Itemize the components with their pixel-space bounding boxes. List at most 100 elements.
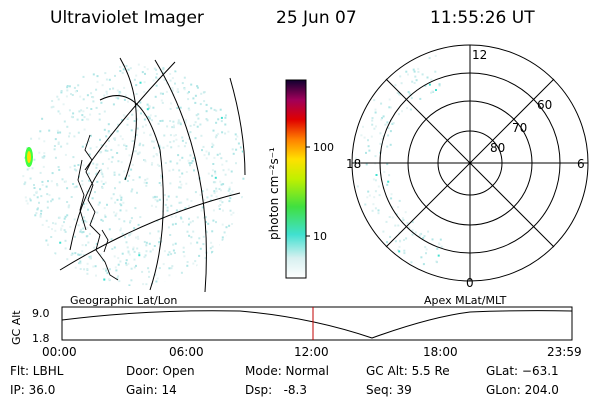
speckle-dot: [181, 172, 184, 175]
speckle-dot: [64, 215, 67, 218]
speckle-dot: [125, 209, 128, 212]
speckle-dot: [66, 85, 69, 87]
polar-speckle-dot: [374, 190, 377, 193]
speckle-dot: [117, 123, 120, 126]
speckle-dot: [92, 100, 95, 103]
speckle-dot: [205, 118, 208, 120]
speckle-dot: [82, 254, 85, 257]
speckle-dot: [219, 152, 221, 155]
speckle-dot: [82, 227, 85, 230]
polar-speckle-dot: [411, 233, 414, 236]
speckle-dot: [50, 180, 53, 183]
speckle-dot: [121, 138, 124, 141]
speckle-dot: [220, 116, 223, 119]
speckle-dot: [133, 227, 136, 230]
speckle-dot: [54, 229, 57, 232]
speckle-dot: [158, 198, 161, 201]
speckle-dot: [110, 160, 113, 163]
speckle-dot: [182, 251, 185, 253]
speckle-dot: [110, 148, 113, 151]
speckle-dot: [143, 256, 146, 259]
speckle-dot: [197, 113, 200, 116]
speckle-dot: [96, 80, 99, 83]
speckle-dot: [66, 89, 69, 92]
speckle-dot: [83, 268, 86, 271]
polar-speckle-dot: [401, 110, 403, 113]
speckle-dot: [24, 181, 27, 184]
speckle-dot: [205, 221, 207, 223]
speckle-dot: [211, 145, 214, 148]
speckle-dot: [81, 114, 84, 117]
speckle-dot: [35, 190, 38, 193]
speckle-dot: [112, 87, 115, 90]
speckle-dot: [159, 120, 162, 122]
speckle-dot: [51, 198, 54, 201]
speckle-dot: [59, 241, 62, 244]
polar-speckle-dot: [438, 83, 441, 86]
speckle-dot: [39, 130, 42, 133]
speckle-dot: [127, 100, 129, 103]
speckle-dot: [183, 145, 186, 148]
polar-speckle-dot: [395, 213, 398, 216]
speckle-dot: [215, 221, 217, 224]
speckle-dot: [79, 230, 82, 233]
polar-speckle-dot: [391, 216, 394, 219]
speckle-dot: [104, 215, 107, 218]
speckle-dot: [147, 115, 150, 118]
speckle-dot: [87, 140, 90, 143]
polar-speckle-dot: [403, 239, 405, 241]
speckle-dot: [171, 223, 174, 226]
speckle-dot: [181, 139, 184, 142]
speckle-dot: [83, 219, 86, 222]
polar-speckle-dot: [387, 134, 390, 137]
speckle-dot: [125, 65, 128, 67]
speckle-dot: [194, 191, 197, 194]
speckle-dot: [103, 94, 106, 97]
speckle-dot: [174, 222, 177, 225]
speckle-dot: [163, 134, 166, 137]
speckle-dot: [39, 215, 42, 218]
speckle-dot: [141, 125, 144, 128]
speckle-dot: [105, 267, 108, 270]
polar-speckle-dot: [378, 194, 381, 197]
speckle-dot: [166, 144, 169, 147]
speckle-dot: [143, 113, 146, 116]
speckle-dot: [141, 71, 144, 74]
speckle-dot: [196, 86, 199, 89]
polar-speckle-dot: [414, 231, 417, 234]
polar-speckle-dot: [374, 108, 377, 111]
speckle-dot: [68, 132, 71, 135]
speckle-dot: [187, 159, 190, 162]
speckle-dot: [120, 161, 123, 164]
speckle-dot: [180, 183, 183, 186]
speckle-dot: [122, 201, 125, 204]
speckle-dot: [143, 118, 146, 121]
speckle-dot: [185, 171, 188, 173]
speckle-dot: [216, 153, 219, 156]
polar-speckle-dot: [430, 78, 433, 81]
polar-speckle-dot: [368, 194, 371, 197]
speckle-dot: [187, 98, 190, 101]
speckle-dot: [118, 93, 121, 96]
door-label: Door: Open: [126, 364, 195, 378]
polar-speckle-dot: [371, 117, 374, 120]
polar-speckle-dot: [388, 106, 391, 109]
polar-speckle-dot: [375, 125, 377, 128]
polar-speckle-dot: [382, 230, 385, 233]
speckle-dot: [221, 236, 224, 239]
speckle-dot: [170, 267, 173, 270]
speckle-dot: [200, 92, 203, 95]
speckle-dot: [191, 220, 194, 223]
mlt-label-18: 18: [346, 157, 361, 171]
polar-speckle-dot: [412, 68, 415, 71]
speckle-dot: [183, 76, 186, 79]
speckle-dot: [101, 185, 104, 188]
polar-speckle-dot: [428, 83, 431, 86]
speckle-dot: [154, 273, 157, 276]
speckle-dot: [206, 196, 209, 199]
speckle-dot: [39, 171, 42, 174]
speckle-dot: [171, 265, 174, 268]
speckle-dot: [117, 144, 120, 147]
speckle-dot: [143, 240, 146, 243]
